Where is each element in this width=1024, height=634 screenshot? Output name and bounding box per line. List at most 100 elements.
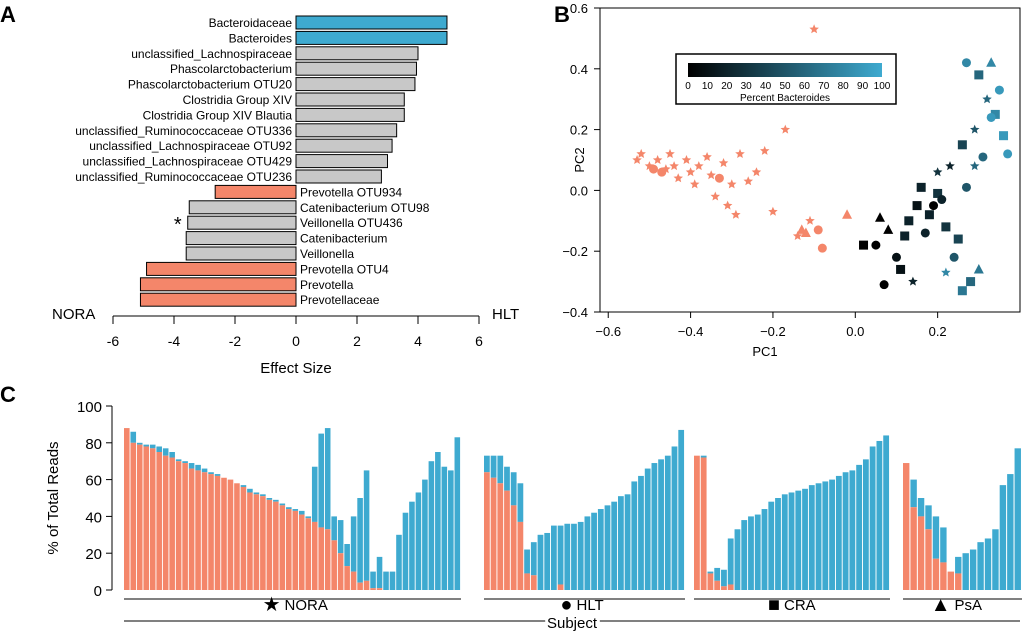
effect-bar xyxy=(295,46,419,61)
prevotella-bar xyxy=(286,509,292,590)
bacteroides-bar xyxy=(822,481,829,590)
bacteroides-bar xyxy=(149,444,156,449)
effect-bar xyxy=(295,15,448,30)
x-tick-label: −0.2 xyxy=(760,324,786,339)
prevotella-bar xyxy=(201,472,208,590)
panel-c-stacked-bars: 0 20 40 60 80 100 % of Total Reads ★ NORA ● HLT ■ CR… xyxy=(45,399,1022,634)
group-symbol: ▲ xyxy=(931,594,951,616)
scatter-point-star xyxy=(673,173,683,183)
prevotella-bar xyxy=(156,452,162,590)
bacteroides-bar xyxy=(292,509,299,511)
bacteroides-bar xyxy=(188,463,195,469)
y-axis-label: % of Total Reads xyxy=(45,441,62,554)
bacteroides-bar xyxy=(253,492,260,495)
bacteroides-bar xyxy=(862,459,869,590)
scatter-point-triangle xyxy=(875,212,885,222)
bacteroides-bar xyxy=(775,498,781,590)
bacteroides-bar xyxy=(484,455,490,473)
bacteroides-bar xyxy=(247,488,253,493)
x-tick-label: 4 xyxy=(414,333,422,349)
scatter-point-triangle xyxy=(800,227,811,237)
prevotella-bar xyxy=(260,496,266,590)
scatter-point-circle xyxy=(871,240,881,250)
prevotella-bar xyxy=(940,562,947,590)
bacteroides-bar xyxy=(658,459,664,590)
colorbar-tick-label: 50 xyxy=(779,81,791,92)
bacteroides-bar xyxy=(748,516,754,590)
scatter-point-triangle xyxy=(883,224,894,234)
bacteroides-bar xyxy=(768,501,775,590)
scatter-point-square xyxy=(941,222,951,232)
bacteroides-bar xyxy=(383,571,389,590)
bacteroides-bar xyxy=(396,534,402,590)
prevotella-bar xyxy=(947,571,955,590)
colorbar-tick-label: 10 xyxy=(702,81,714,92)
scatter-point-star xyxy=(718,158,729,168)
prevotella-bar xyxy=(149,448,156,590)
y-tick-label: 0 xyxy=(94,583,102,600)
effect-bar xyxy=(295,123,398,138)
subject-label: Subject xyxy=(547,615,598,632)
bacteroides-bar xyxy=(376,556,383,589)
bacteroides-bar xyxy=(298,510,305,515)
x-tick-label: −0.4 xyxy=(678,324,704,339)
bacteroides-bar xyxy=(577,521,584,590)
scatter-point-circle xyxy=(891,252,901,262)
bacteroides-bar xyxy=(214,474,221,476)
scatter-point-circle xyxy=(978,152,988,162)
prevotella-bar xyxy=(490,477,497,590)
scatter-point-square xyxy=(990,109,1000,119)
bacteroides-bar xyxy=(584,516,591,590)
bacteroides-bar xyxy=(557,525,564,585)
scatter-point-star xyxy=(768,206,778,216)
panel-label-b: B xyxy=(554,2,570,27)
x-tick-label: 0.0 xyxy=(846,324,864,339)
scatter-point-star xyxy=(945,161,955,171)
significance-asterisk: * xyxy=(174,214,182,236)
colorbar-tick-label: 90 xyxy=(857,81,869,92)
effect-bar xyxy=(185,246,297,261)
bacteroides-bar xyxy=(409,501,415,590)
x-axis-label: Effect Size xyxy=(260,360,331,377)
scatter-point-triangle xyxy=(986,57,997,67)
prevotella-bar xyxy=(279,505,286,590)
bacteroides-bar xyxy=(311,466,318,522)
scatter-point-star xyxy=(665,148,675,158)
right-group-label: HLT xyxy=(492,306,519,323)
bacteroides-bar xyxy=(721,569,727,587)
bacteroides-bar xyxy=(707,571,714,574)
prevotella-bar xyxy=(714,580,721,590)
colorbar-tick-label: 70 xyxy=(818,81,830,92)
bacteroides-bar xyxy=(808,485,815,590)
bacteroides-bar xyxy=(638,475,644,590)
scatter-point-circle xyxy=(986,112,996,122)
bacteroides-bar xyxy=(849,470,856,590)
bacteroides-bar xyxy=(969,549,977,590)
bacteroides-bar xyxy=(422,479,428,590)
group-symbol: ● xyxy=(560,594,572,616)
bacteroides-bar xyxy=(130,431,137,443)
scatter-point-square xyxy=(859,240,869,250)
panel-label-a: A xyxy=(0,2,16,27)
bacteroides-bar xyxy=(984,538,992,590)
colorbar-tick-label: 100 xyxy=(874,81,891,92)
bacteroides-bar xyxy=(940,527,947,563)
bacteroides-bar xyxy=(324,428,331,530)
scatter-point-star xyxy=(722,200,733,210)
scatter-point-star xyxy=(780,124,790,134)
prevotella-bar xyxy=(357,582,363,590)
group-label: NORA xyxy=(285,597,328,614)
prevotella-bar xyxy=(331,540,337,590)
prevotella-bar xyxy=(350,571,357,590)
bacteroides-bar xyxy=(734,529,741,590)
effect-bar-label: Prevotellaceae xyxy=(300,293,380,307)
scatter-point-star xyxy=(970,124,980,134)
prevotella-bar xyxy=(266,499,273,590)
y-tick-label: 0.4 xyxy=(570,62,588,77)
bacteroides-bar xyxy=(530,542,537,576)
scatter-point-square xyxy=(912,201,922,211)
bacteroides-bar xyxy=(992,529,999,590)
scatter-point-star xyxy=(792,231,803,240)
effect-bar-label: unclassified_Ruminococcaceae OTU236 xyxy=(75,170,292,184)
